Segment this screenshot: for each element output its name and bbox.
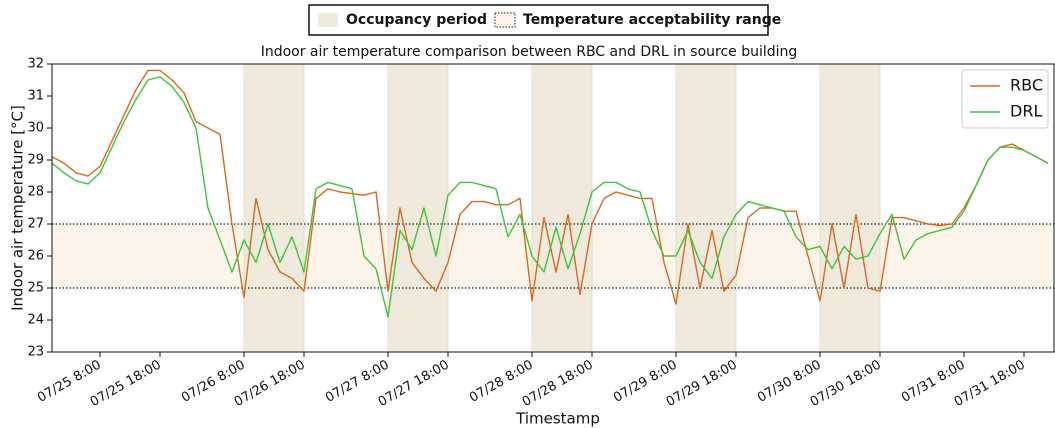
legend-box bbox=[961, 69, 1049, 129]
y-tick-label: 28 bbox=[27, 185, 44, 200]
top-legend-box bbox=[308, 4, 769, 36]
y-tick-label: 24 bbox=[27, 313, 44, 328]
occupancy-swatch bbox=[318, 13, 338, 27]
y-axis-title: Indoor air temperature [°C] bbox=[9, 105, 27, 311]
series-line bbox=[51, 76, 1049, 318]
occupancy-band bbox=[675, 63, 737, 353]
y-tick-label: 31 bbox=[27, 89, 44, 104]
legend-label: Occupancy period bbox=[346, 12, 487, 28]
y-tick-label: 29 bbox=[27, 153, 44, 168]
occupancy-band bbox=[819, 63, 881, 353]
y-tick-label: 32 bbox=[27, 57, 44, 72]
y-tick-label: 23 bbox=[27, 345, 44, 360]
range-swatch bbox=[494, 12, 516, 28]
series-line bbox=[51, 69, 1049, 305]
plot-frame bbox=[51, 63, 1055, 353]
legend-label: DRL bbox=[1010, 102, 1042, 121]
occupancy-band bbox=[531, 63, 593, 353]
legend-label: Temperature acceptability range bbox=[523, 12, 781, 28]
legend-label: RBC bbox=[1010, 76, 1043, 95]
y-tick-label: 26 bbox=[27, 249, 44, 264]
occupancy-band bbox=[387, 63, 449, 353]
y-tick-label: 30 bbox=[27, 121, 44, 136]
chart-title: Indoor air temperature comparison betwee… bbox=[261, 44, 798, 60]
occupancy-band bbox=[243, 63, 305, 353]
y-tick-label: 25 bbox=[27, 281, 44, 296]
y-tick-label: 27 bbox=[27, 217, 44, 232]
x-axis-title: Timestamp bbox=[515, 410, 600, 428]
